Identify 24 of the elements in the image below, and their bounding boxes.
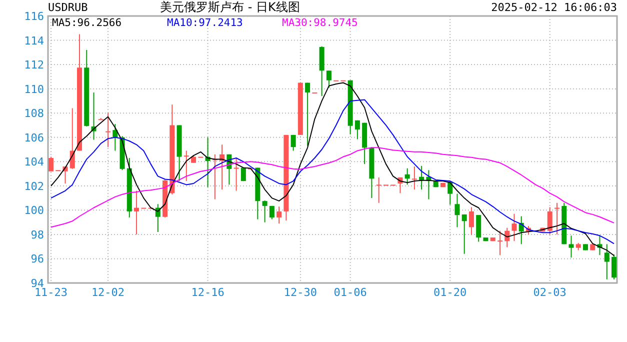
- text: USDRUB: [48, 1, 88, 14]
- y-tick-label: 114: [24, 34, 44, 48]
- chart-title: 美元俄罗斯卢布 - 日K线图: [160, 0, 300, 14]
- y-tick-label: 108: [24, 107, 44, 120]
- y-tick-label: 100: [24, 204, 44, 218]
- text: 2025-02-12 16:06:03: [491, 1, 617, 14]
- y-tick-label: 98: [30, 228, 44, 242]
- x-tick-label: 12-30: [284, 286, 317, 299]
- y-tick-label: 102: [24, 180, 44, 193]
- y-tick-label: 110: [24, 82, 44, 96]
- x-tick-label: 02-03: [533, 286, 566, 299]
- y-tick-label: 112: [24, 58, 44, 72]
- x-tick-label: 12-16: [191, 286, 224, 299]
- y-tick-label: 104: [24, 156, 44, 169]
- text: MA10:97.2413: [167, 17, 243, 29]
- text: MA30:98.9745: [282, 17, 358, 29]
- x-tick-label: 11-23: [34, 286, 68, 299]
- y-tick-label: 116: [24, 10, 44, 23]
- x-tick-label: 12-02: [91, 286, 125, 299]
- y-tick-label: 96: [30, 252, 44, 266]
- x-tick-label: 01-20: [434, 286, 467, 299]
- y-tick-label: 106: [24, 131, 44, 144]
- text: MA5:96.2566: [52, 17, 122, 29]
- x-tick-label: 01-06: [334, 286, 367, 299]
